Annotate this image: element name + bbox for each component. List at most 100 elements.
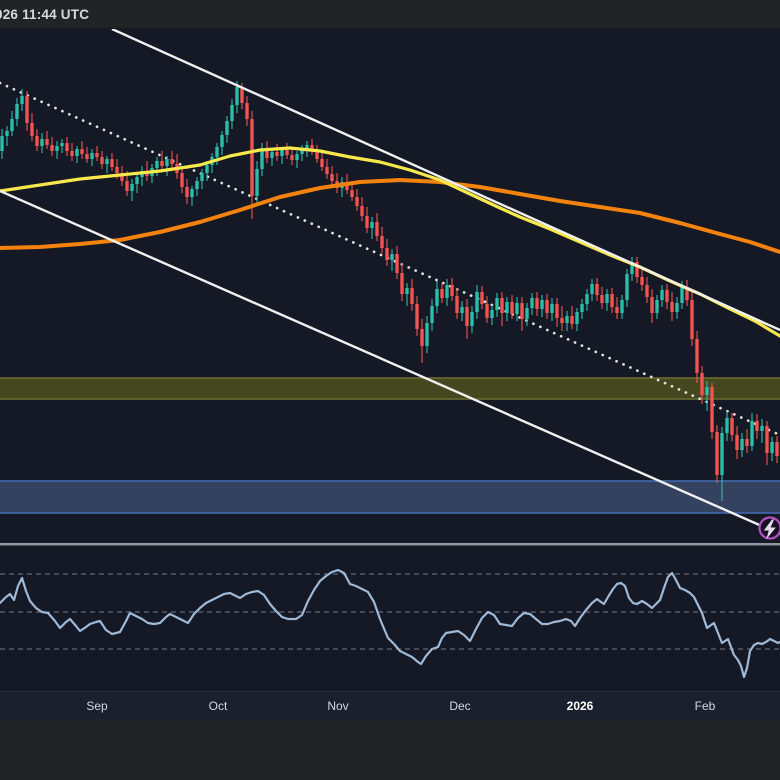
candle-up [10, 119, 14, 131]
candle-down [180, 173, 184, 187]
candle-up [5, 131, 9, 136]
candle-up [655, 300, 659, 313]
candle-down [290, 155, 294, 160]
candle-down [645, 285, 649, 297]
time-axis-label: Oct [209, 699, 228, 713]
candle-up [525, 308, 529, 319]
price-pane[interactable] [0, 29, 780, 544]
rsi-pane[interactable] [0, 546, 780, 691]
page-background-strip [0, 719, 780, 780]
time-axis-label: Feb [695, 699, 716, 713]
candle-up [75, 149, 79, 156]
candle-up [460, 307, 464, 313]
price-chart-canvas[interactable]: Sep Oct Nov Dec 2026 Feb [0, 29, 780, 719]
candle-up [705, 387, 709, 395]
rsi-line [0, 568, 780, 679]
channel-midline-dotted [0, 81, 780, 437]
candle-down [775, 442, 779, 456]
time-axis[interactable] [0, 692, 780, 719]
candle-down [115, 167, 119, 173]
candle-down [375, 222, 379, 236]
candle-up [235, 87, 239, 105]
candle-down [465, 307, 469, 326]
candle-down [500, 298, 504, 313]
candle-down [320, 159, 324, 167]
candle-down [745, 439, 749, 446]
candle-down [350, 190, 354, 197]
candle-up [725, 418, 729, 433]
ma-slow-orange [0, 178, 780, 254]
candle-down [45, 139, 49, 145]
candle-up [620, 300, 624, 313]
candle-up [750, 421, 754, 446]
candle-down [265, 149, 269, 158]
candle-down [545, 300, 549, 313]
candle-down [535, 298, 539, 309]
candle-up [90, 153, 94, 159]
support-zone [0, 480, 780, 514]
candle-up [255, 169, 259, 196]
candle-up [675, 303, 679, 312]
candle-up [60, 143, 64, 146]
candle-up [565, 316, 569, 323]
candle-up [575, 312, 579, 324]
candle-down [70, 151, 74, 156]
candle-up [165, 159, 169, 166]
candle-down [355, 197, 359, 206]
time-axis-label: Nov [327, 699, 348, 713]
candle-down [510, 302, 514, 314]
candle-up [680, 287, 684, 303]
candle-up [430, 306, 434, 323]
candle-up [405, 288, 409, 294]
candle-down [555, 304, 559, 318]
candle-down [185, 187, 189, 197]
candle-up [260, 149, 264, 169]
candle-up [470, 312, 474, 326]
candle-up [300, 149, 304, 154]
candle-down [615, 307, 619, 313]
header-bar: 026 11:44 UTC [0, 0, 780, 29]
candle-up [20, 96, 24, 104]
candle-down [610, 294, 614, 307]
candle-down [730, 418, 734, 435]
lightning-bolt-badge-logo [758, 516, 780, 540]
candle-up [205, 165, 209, 173]
candle-up [760, 426, 764, 431]
resistance-zone [0, 377, 780, 400]
candle-down [755, 421, 759, 431]
candle-down [380, 236, 384, 248]
candle-up [190, 189, 194, 197]
candle-down [415, 304, 419, 329]
candle-down [330, 174, 334, 181]
candle-down [420, 329, 424, 346]
candle-down [520, 303, 524, 319]
candle-up [505, 302, 509, 313]
candle-down [690, 300, 694, 339]
candle-up [215, 147, 219, 157]
candle-down [315, 151, 319, 159]
candle-up [225, 121, 229, 135]
candle-down [650, 297, 654, 313]
candle-down [25, 96, 29, 123]
candle-down [400, 273, 404, 294]
candle-up [720, 433, 724, 475]
candle-down [365, 216, 369, 228]
candles [0, 81, 779, 501]
pane-separator[interactable] [0, 543, 780, 546]
candle-down [595, 284, 599, 295]
candle-down [30, 123, 34, 136]
channel-upper-trendline [111, 29, 780, 332]
candle-up [105, 159, 109, 164]
candle-down [345, 182, 349, 190]
candle-up [445, 285, 449, 298]
candle-up [200, 173, 204, 181]
candle-down [485, 304, 489, 318]
candle-up [295, 154, 299, 160]
candle-down [640, 277, 644, 285]
chart-widget[interactable]: Sep Oct Nov Dec 2026 Feb [0, 29, 780, 719]
candle-down [765, 426, 769, 453]
candle-down [385, 248, 389, 260]
candle-down [665, 290, 669, 302]
candle-up [155, 161, 159, 168]
candle-down [360, 206, 364, 216]
